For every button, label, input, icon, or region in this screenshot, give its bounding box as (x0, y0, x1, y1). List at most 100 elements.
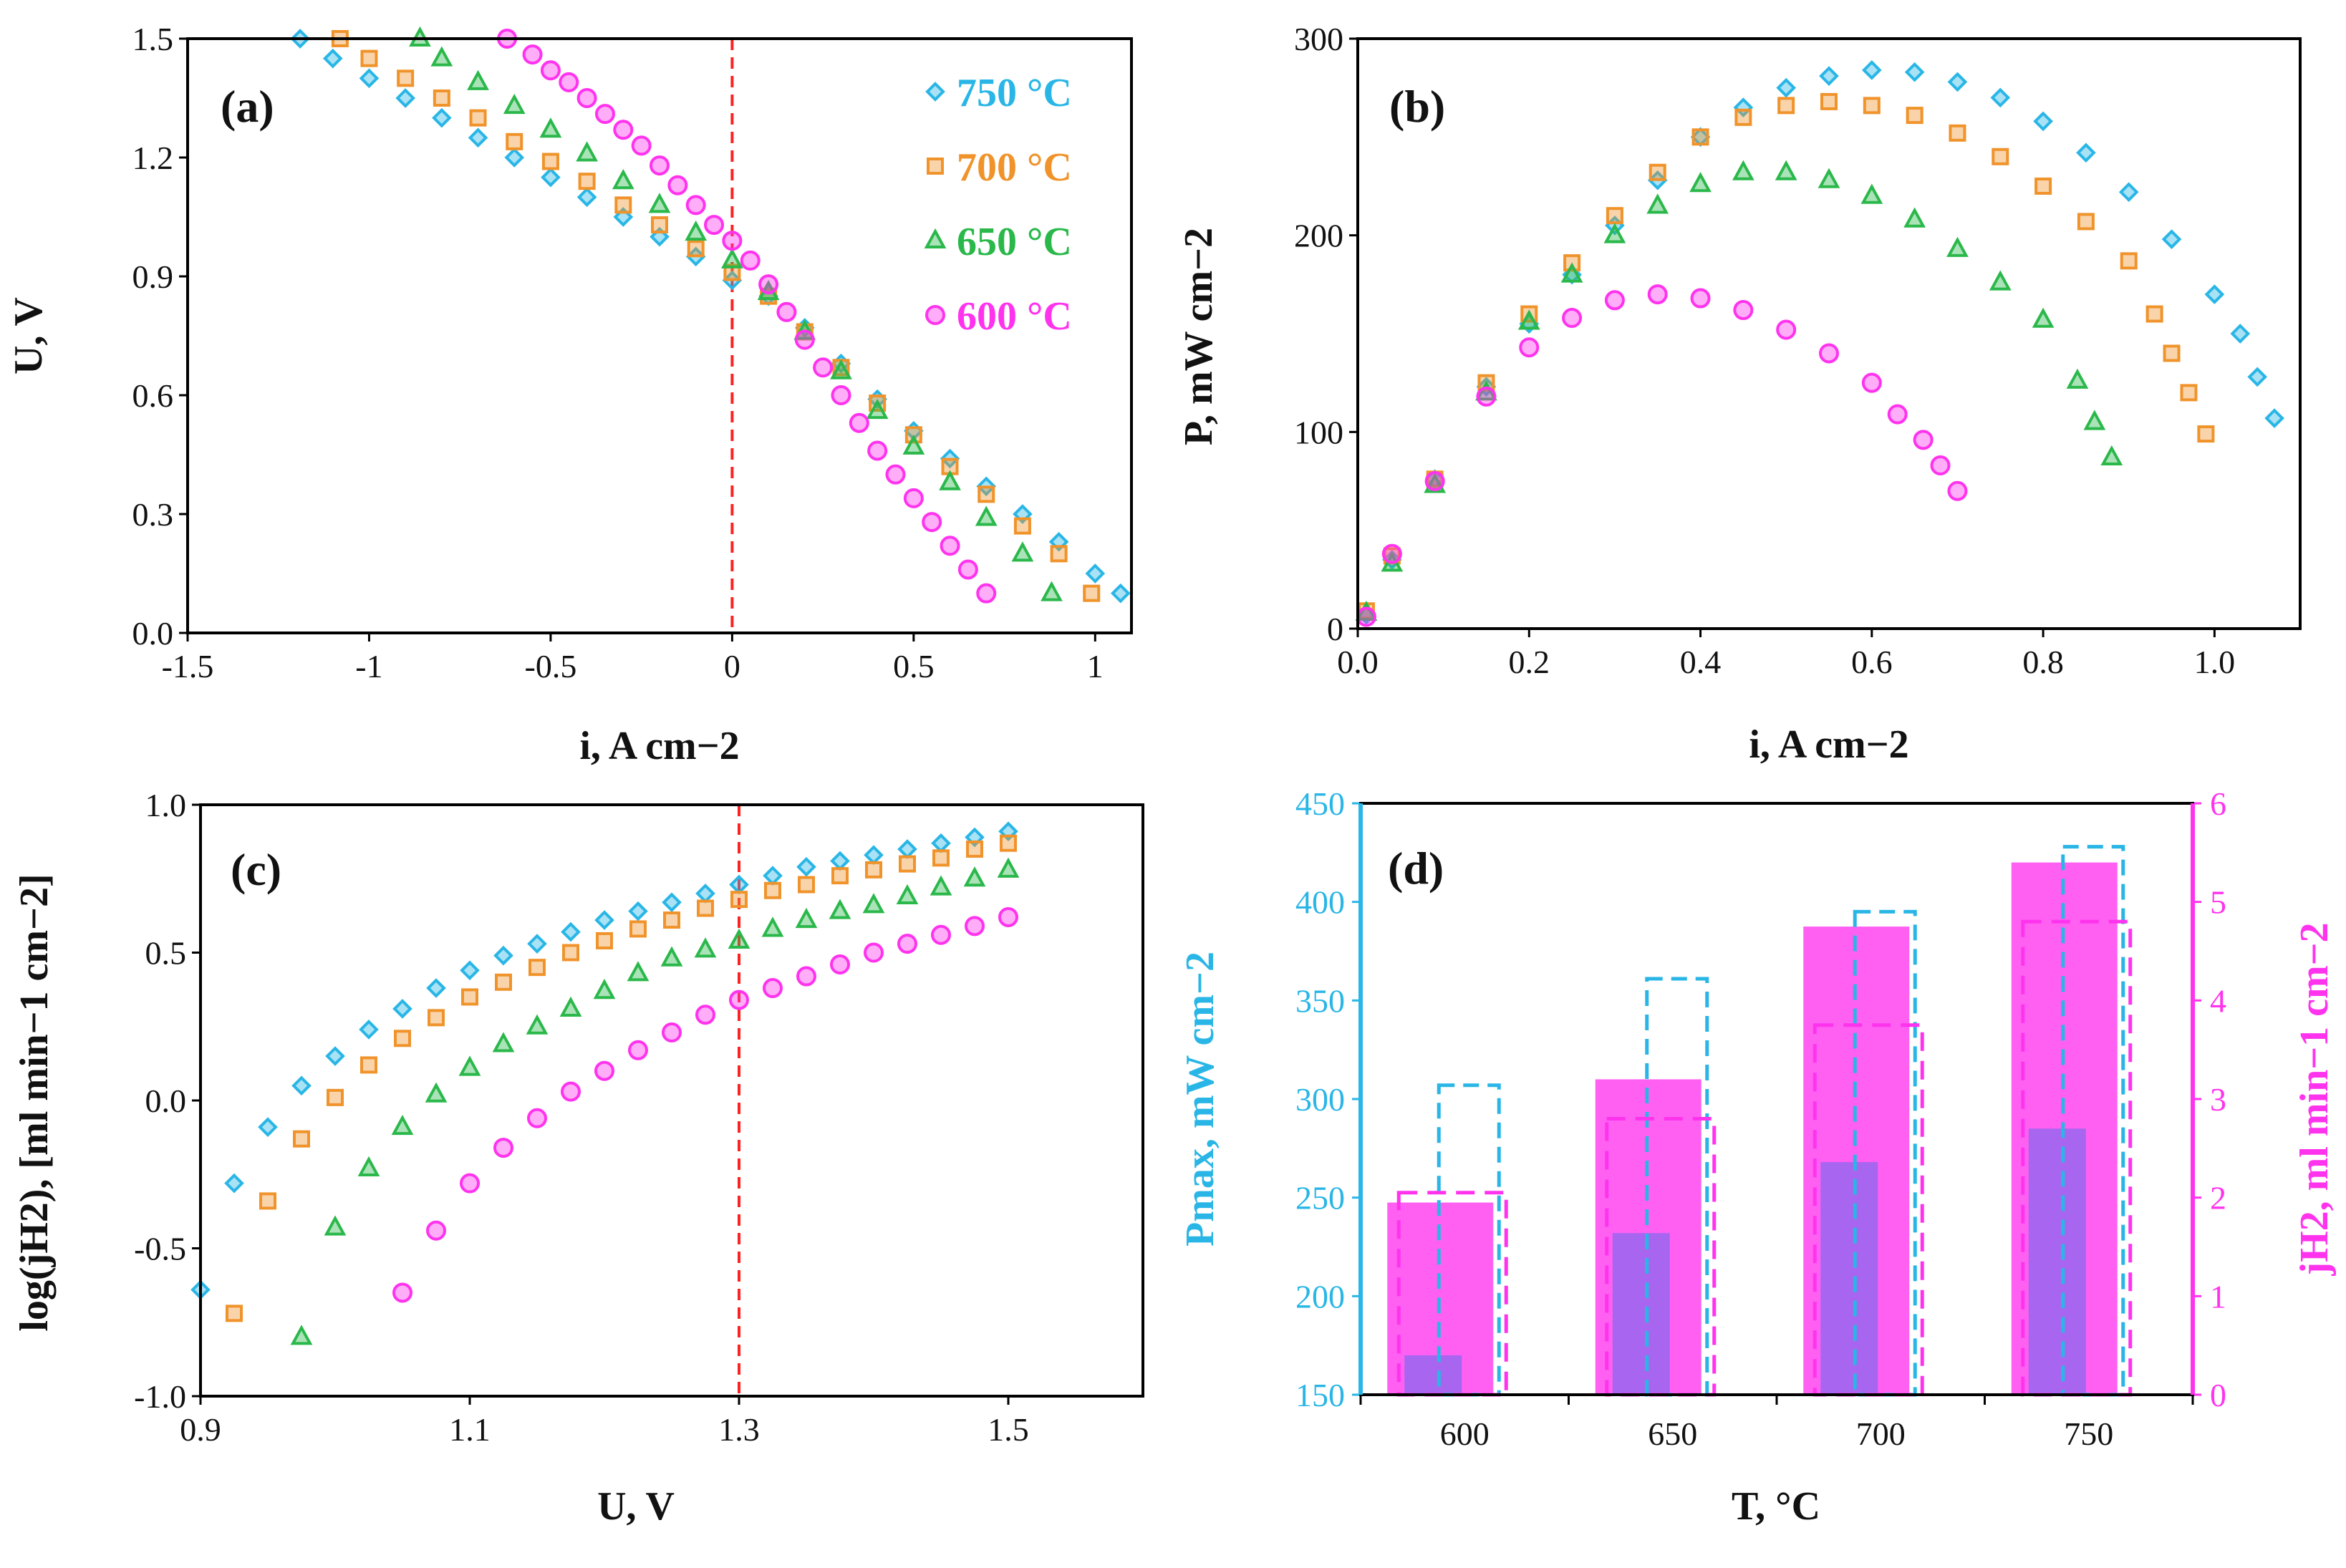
data-point-700 (978, 485, 995, 503)
data-point-600 (392, 1282, 412, 1303)
data-point-750 (2230, 324, 2251, 344)
bar-pmax-solid-750 (2028, 1128, 2086, 1395)
data-point-600 (976, 583, 997, 604)
data-point-700 (1649, 163, 1666, 181)
data-point-750 (1947, 72, 1968, 92)
data-point-600 (864, 942, 884, 963)
data-point-750 (796, 856, 816, 877)
data-point-650 (1355, 600, 1378, 621)
bar-pmax-solid-600 (1404, 1355, 1462, 1395)
data-point-700 (723, 263, 741, 281)
x-tick-label: 0.6 (1851, 644, 1893, 680)
data-point-600 (628, 1040, 648, 1060)
data-point-750 (432, 107, 452, 128)
data-point-700 (687, 240, 705, 258)
data-point-750 (1776, 77, 1797, 98)
panel-a-y-title: U, V (6, 297, 51, 374)
data-point-600 (1476, 386, 1497, 407)
y-tick-label: 0.3 (132, 496, 174, 533)
data-point-700 (397, 69, 415, 87)
data-point-750 (1085, 563, 1106, 584)
y-left-tick-label: 450 (1295, 785, 1345, 822)
data-point-750 (628, 901, 648, 921)
data-point-600 (594, 104, 615, 125)
data-point-750 (576, 187, 597, 208)
data-point-750 (561, 921, 581, 942)
data-point-700 (1863, 97, 1881, 115)
data-point-600 (527, 1108, 547, 1128)
data-point-750 (830, 851, 850, 871)
data-point-650 (2066, 368, 2089, 389)
data-point-650 (862, 893, 885, 914)
panel-b-frame (1356, 37, 2302, 630)
data-point-650 (761, 916, 784, 937)
data-point-600 (796, 966, 816, 987)
data-point-600 (493, 1138, 513, 1158)
x-tick-label: 0.8 (2022, 644, 2064, 680)
data-point-700 (360, 1056, 377, 1074)
data-point-600 (1819, 343, 1839, 364)
data-point-700 (697, 899, 714, 917)
data-point-750 (392, 999, 412, 1019)
data-point-750 (931, 833, 951, 853)
y-tick-label: 1.2 (132, 140, 174, 176)
data-point-650 (467, 69, 489, 90)
y-left-tick-label: 250 (1295, 1180, 1345, 1216)
data-point-650 (685, 220, 708, 241)
legend-label-700: 700 °C (957, 145, 1072, 190)
data-point-600 (704, 215, 725, 236)
data-point-700 (1606, 207, 1623, 225)
panel-a-legend: 750 °C 700 °C 650 °C 600 °C (924, 71, 1072, 339)
y-right-tick-label: 6 (2210, 785, 2226, 822)
y-right-tick-label: 2 (2210, 1180, 2226, 1216)
data-point-600 (1690, 288, 1711, 309)
data-point-750 (325, 1046, 345, 1066)
data-point-650 (997, 857, 1020, 878)
x-tick-label: 650 (1648, 1415, 1697, 1452)
data-point-600 (729, 989, 749, 1010)
data-point-650 (728, 928, 750, 949)
data-point-650 (1646, 193, 1669, 214)
x-tick-label: 0.0 (1337, 644, 1379, 680)
data-point-750 (541, 167, 561, 188)
data-point-700 (327, 1088, 344, 1106)
panel-b-markers (1355, 60, 2284, 627)
x-tick-label: 1.3 (718, 1411, 760, 1448)
data-point-700 (1992, 147, 2009, 165)
data-point-750 (395, 88, 415, 108)
panel-b-y-title: P, mW cm−2 (1177, 228, 1221, 445)
data-point-650 (2100, 445, 2123, 466)
data-point-650 (576, 141, 598, 162)
data-point-750 (460, 960, 480, 981)
data-point-700 (461, 988, 478, 1006)
data-point-650 (694, 937, 717, 958)
data-point-750 (695, 884, 715, 904)
data-point-750 (864, 845, 884, 866)
data-point-600 (662, 1022, 682, 1043)
bar-pmax-solid-650 (1612, 1233, 1670, 1395)
panel-a-x-title: i, A cm−2 (579, 724, 739, 768)
panel-a-markers (290, 26, 1131, 604)
data-point-700 (1050, 545, 1068, 563)
data-point-600 (650, 155, 670, 176)
data-point-750 (1110, 583, 1131, 604)
panel-d-bars (1387, 845, 2133, 1397)
data-point-700 (2077, 213, 2095, 231)
data-point-600 (903, 488, 924, 508)
panel-d: 600 650 700 7501502002503003504004500123456… (1178, 785, 2337, 1529)
data-point-600 (561, 1081, 581, 1102)
panel-a: -1.5 -1 -0.5 0 0.5 1 0.0 0.3 0.6 0.9 1.2 1.5 (a) i,… (6, 21, 1133, 768)
data-point-700 (2034, 178, 2052, 195)
data-point-700 (2145, 305, 2163, 323)
data-point-600 (1887, 404, 1908, 425)
data-point-600 (426, 1220, 446, 1241)
data-point-650 (1775, 160, 1797, 180)
data-point-700 (562, 944, 579, 962)
data-point-600 (667, 175, 688, 195)
data-point-700 (1734, 108, 1752, 126)
panel-b-label: (b) (1389, 81, 1445, 132)
data-point-600 (957, 559, 978, 580)
y-right-tick-label: 3 (2210, 1081, 2226, 1118)
data-point-700 (1000, 834, 1017, 852)
y-left-tick-label: 200 (1295, 1278, 1345, 1315)
